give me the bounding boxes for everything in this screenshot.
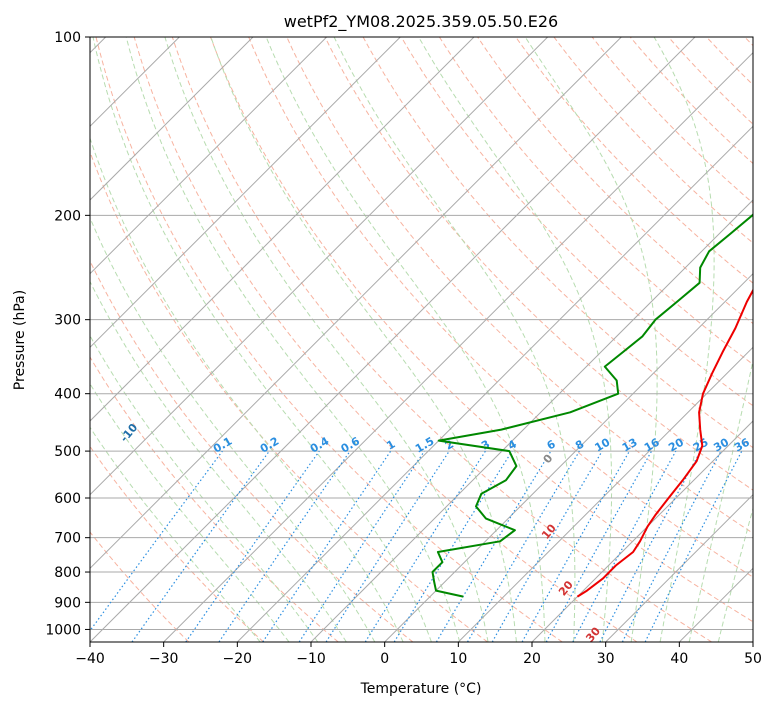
mixing-ratio-line — [90, 450, 223, 632]
dry-adiabat — [400, 37, 753, 407]
isotherm — [90, 37, 622, 570]
dry-adiabat — [324, 37, 753, 491]
isotherm — [310, 199, 753, 642]
mixing-ratio-line — [185, 450, 320, 642]
dry-adiabat — [515, 37, 753, 284]
x-tick-label: 40 — [670, 651, 688, 667]
dry-adiabat — [90, 150, 488, 642]
moist-adiabat — [90, 426, 261, 642]
mixing-ratio-line — [393, 450, 513, 642]
dry-adiabat — [248, 37, 753, 578]
moist-adiabat — [688, 358, 753, 642]
isotherm — [457, 346, 753, 642]
mixing-ratio-line — [572, 450, 677, 642]
dewpoint-profile — [431, 212, 753, 598]
x-tick-label: 20 — [523, 651, 541, 667]
x-axis-label: Temperature (°C) — [360, 681, 482, 697]
y-tick-label: 1000 — [45, 622, 81, 638]
mixing-ratio-line — [218, 450, 351, 642]
moist-adiabat — [90, 280, 347, 642]
moist-adiabat — [210, 37, 517, 642]
dry-adiabat — [90, 356, 339, 642]
x-tick-label: −10 — [296, 651, 326, 667]
isotherm — [163, 51, 753, 642]
x-tick-label: 0 — [380, 651, 389, 667]
moist-adiabat — [90, 136, 404, 642]
mixing-ratio-line — [298, 450, 425, 642]
isotherm — [384, 272, 753, 642]
x-tick-label: 10 — [449, 651, 467, 667]
isotherm — [236, 125, 753, 642]
plot-frame — [89, 36, 754, 643]
temperature-profile — [576, 288, 753, 598]
isotherm — [90, 37, 401, 349]
isotherm — [531, 420, 753, 642]
isotherm — [90, 37, 475, 422]
x-axis: −40 −30 −20 −10 0 10 20 30 40 50 — [75, 642, 762, 667]
background-grid — [90, 37, 753, 642]
isotherm — [90, 37, 328, 275]
moist-adiabat — [717, 506, 753, 642]
x-tick-label: 30 — [597, 651, 615, 667]
mixing-ratio-line — [325, 450, 450, 642]
moist-adiabat — [418, 37, 613, 642]
y-axis: 100 200 300 400 500 600 700 800 900 1000 — [45, 30, 90, 638]
y-tick-label: 800 — [54, 565, 81, 581]
moist-adiabat — [92, 37, 432, 642]
dry-adiabat — [438, 37, 753, 366]
x-tick-label: 50 — [744, 651, 762, 667]
isotherm — [90, 37, 549, 496]
dry-adiabat — [133, 37, 638, 642]
isotherm — [605, 493, 753, 642]
moist-adiabat — [125, 37, 461, 642]
y-tick-label: 200 — [54, 208, 81, 224]
moist-adiabat — [90, 334, 319, 642]
y-tick-label: 400 — [54, 387, 81, 403]
profiles — [431, 212, 753, 598]
x-tick-label: −20 — [223, 651, 253, 667]
moist-adiabat — [164, 37, 489, 642]
chart-title: wetPf2_YM08.2025.359.05.50.E26 — [284, 12, 558, 32]
x-tick-label: −30 — [149, 651, 179, 667]
dry-adiabat — [171, 37, 712, 642]
moist-adiabat — [265, 37, 546, 642]
y-tick-label: 900 — [54, 595, 81, 611]
y-tick-label: 700 — [54, 531, 81, 547]
mixing-ratio-line — [262, 450, 392, 642]
y-tick-label: 500 — [54, 444, 81, 460]
mixing-ratio-line — [644, 450, 743, 642]
mixing-ratio-line — [545, 450, 653, 642]
dry-adiabat — [90, 445, 264, 642]
moist-adiabat — [524, 37, 658, 642]
mixing-ratio-line — [521, 450, 631, 642]
moist-adiabat — [90, 382, 290, 642]
isotherm — [90, 37, 254, 201]
mixing-ratio-line — [131, 450, 270, 642]
y-tick-label: 300 — [54, 313, 81, 329]
moist-adiabat — [333, 37, 576, 642]
dry-adiabat — [90, 531, 190, 642]
dry-adiabat — [95, 37, 563, 642]
dry-adiabat — [210, 37, 753, 623]
y-tick-label: 600 — [54, 491, 81, 507]
x-tick-label: −40 — [75, 651, 105, 667]
plot-background — [90, 37, 753, 642]
moist-adiabat — [90, 216, 376, 642]
y-axis-label: Pressure (hPa) — [12, 290, 28, 390]
y-tick-label: 100 — [54, 30, 81, 46]
isotherm — [90, 37, 696, 642]
moist-adiabat — [653, 37, 715, 642]
